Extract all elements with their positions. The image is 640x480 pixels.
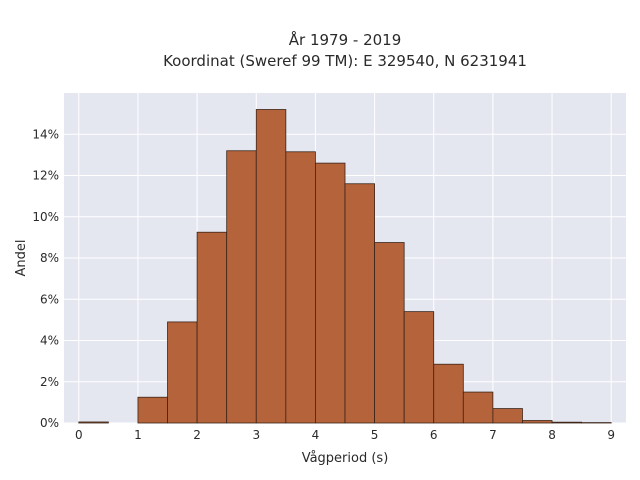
x-tick-label: 5 xyxy=(371,428,379,442)
y-tick-label: 14% xyxy=(32,127,59,141)
histogram-bar xyxy=(374,242,405,424)
y-tick-label: 0% xyxy=(40,416,59,430)
histogram-bar xyxy=(285,151,316,424)
histogram-bar xyxy=(344,183,375,424)
histogram-bar xyxy=(137,396,168,424)
y-tick-label: 4% xyxy=(40,334,59,348)
chart-title-line-2: Koordinat (Sweref 99 TM): E 329540, N 62… xyxy=(163,52,527,70)
x-tick-label: 3 xyxy=(252,428,260,442)
histogram-bar xyxy=(315,162,346,424)
histogram-bars xyxy=(78,109,612,424)
chart-title-line-1: År 1979 - 2019 xyxy=(289,30,402,49)
x-tick-label: 2 xyxy=(193,428,201,442)
x-tick-label: 7 xyxy=(489,428,497,442)
y-tick-label: 6% xyxy=(40,292,59,306)
y-tick-label: 8% xyxy=(40,251,59,265)
x-tick-label: 6 xyxy=(430,428,438,442)
histogram-bar xyxy=(226,150,257,424)
x-tick-label: 8 xyxy=(548,428,556,442)
histogram-bar xyxy=(196,231,228,424)
histogram-bar xyxy=(433,363,464,424)
y-tick-label: 12% xyxy=(32,169,59,183)
x-tick-label: 9 xyxy=(607,428,615,442)
histogram-bar xyxy=(551,421,583,424)
x-tick-label: 1 xyxy=(134,428,142,442)
y-axis-ticks: 0% 2% 4% 6% 8% 10% 12% 14% xyxy=(32,127,59,430)
histogram-bar xyxy=(255,109,287,424)
histogram-bar xyxy=(522,420,553,424)
histogram-bar xyxy=(78,421,109,424)
histogram-bar xyxy=(167,321,198,424)
histogram-bar xyxy=(403,311,435,424)
histogram-bar xyxy=(462,391,494,424)
histogram-bar xyxy=(492,408,523,424)
x-tick-label: 4 xyxy=(312,428,320,442)
y-tick-label: 10% xyxy=(32,210,59,224)
y-tick-label: 2% xyxy=(40,375,59,389)
x-tick-label: 0 xyxy=(75,428,83,442)
y-axis-title: Andel xyxy=(14,240,29,277)
x-axis-title: Vågperiod (s) xyxy=(302,451,389,466)
x-axis-ticks: 0 1 2 3 4 5 6 7 8 9 xyxy=(75,428,615,442)
